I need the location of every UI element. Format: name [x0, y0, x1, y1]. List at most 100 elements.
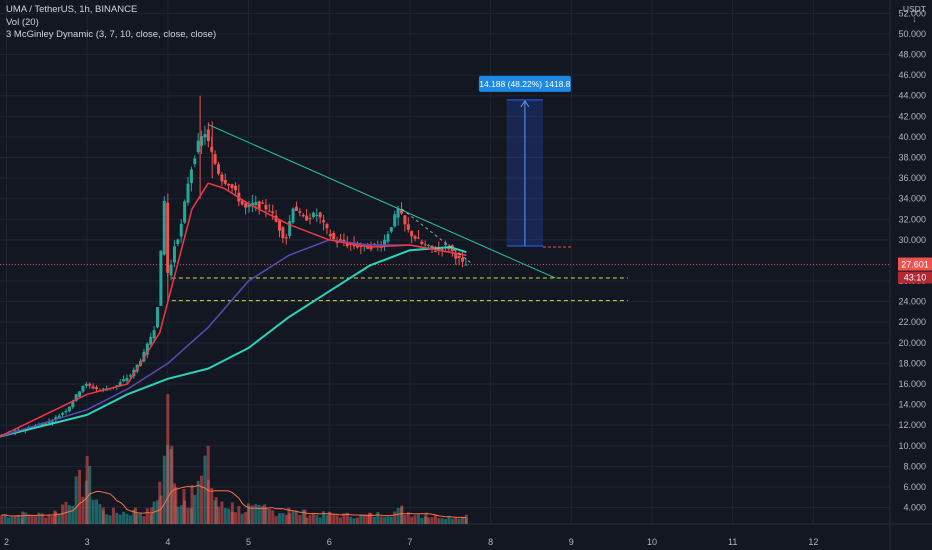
candle-body — [264, 204, 268, 210]
volume-bar — [261, 505, 265, 524]
time-axis[interactable]: 2 3 4 5 6 7 8 9 10 11 12 — [4, 537, 818, 547]
x-tick-label: 10 — [647, 537, 657, 547]
volume-bar — [424, 512, 428, 524]
candle-body — [294, 206, 298, 211]
x-tick-label: 8 — [488, 537, 493, 547]
volume-bar — [335, 515, 339, 524]
volume-bar — [433, 514, 437, 524]
volume-bar — [21, 511, 25, 524]
candle-body — [152, 330, 156, 339]
candle-body — [335, 241, 339, 243]
y-tick-label: 32.000 — [898, 214, 926, 224]
candle-body — [128, 375, 132, 377]
x-tick-label: 7 — [407, 537, 412, 547]
volume-bar — [311, 513, 315, 524]
volume-bar — [34, 516, 38, 524]
candle-body — [400, 209, 404, 214]
candle-body — [217, 164, 221, 174]
volume-bar — [85, 456, 89, 524]
volume-bar — [267, 508, 271, 524]
candle-body — [91, 386, 95, 389]
volume-bar — [274, 516, 278, 524]
last-price-tag — [898, 257, 932, 271]
volume-bar — [376, 512, 380, 524]
volume-bar — [170, 445, 174, 524]
candle-body — [71, 401, 75, 408]
candle-body — [267, 210, 271, 212]
candle-body — [393, 214, 397, 227]
y-tick-label: 4.000 — [903, 503, 926, 513]
volume-bar — [30, 515, 34, 524]
volume-bar — [0, 515, 4, 524]
volume-bar — [413, 515, 417, 524]
candle-body — [50, 421, 54, 423]
chart-legend: UMA / TetherUS, 1h, BINANCE Vol (20) 3 M… — [6, 4, 216, 42]
candle-body — [339, 239, 343, 241]
volume-bar — [366, 514, 370, 524]
candle-body — [240, 200, 244, 205]
volume-bar — [78, 469, 82, 524]
volume-bar — [135, 513, 139, 524]
x-tick-label: 9 — [569, 537, 574, 547]
price-axis[interactable]: 4.000 6.000 8.000 10.000 12.000 14.000 16.000 1… — [898, 8, 926, 512]
candle-body — [183, 201, 187, 223]
candle-body — [227, 184, 231, 186]
volume-bar — [139, 513, 143, 524]
symbol-legend[interactable]: UMA / TetherUS, 1h, BINANCE — [6, 4, 138, 15]
volume-bar — [74, 476, 78, 524]
candle-body — [372, 243, 376, 245]
candle-body — [176, 239, 180, 244]
volume-bar — [244, 512, 248, 524]
volume-bar — [6, 517, 10, 524]
volume-bar — [368, 512, 372, 524]
volume-bar — [287, 507, 291, 524]
volume-bar — [410, 516, 414, 524]
candle-body — [88, 383, 92, 386]
candle-body — [278, 220, 282, 231]
measure-label-box — [478, 75, 571, 92]
currency-label[interactable]: USDT ↓ — [903, 4, 926, 24]
candle-body — [311, 212, 315, 218]
candle-body — [383, 239, 387, 247]
candle-body — [308, 218, 312, 220]
price-tags: 27.601 43:10 — [898, 257, 932, 284]
measure-label: 14.188 (48.22%) 1418.8 — [479, 79, 570, 89]
candle-body — [230, 184, 234, 189]
volume-bar — [406, 512, 410, 524]
volume-bar — [440, 518, 444, 524]
y-tick-label: 18.000 — [898, 358, 926, 368]
candle-body — [254, 202, 258, 206]
y-tick-label: 30.000 — [898, 235, 926, 245]
candle-body — [40, 423, 44, 426]
volume-bar — [308, 514, 312, 524]
candle-body — [125, 378, 129, 381]
candle-body — [193, 158, 197, 165]
volume-bar — [318, 517, 322, 524]
volume-bar — [386, 516, 390, 524]
volume-bar — [111, 507, 115, 524]
x-tick-label: 5 — [246, 537, 251, 547]
volume-bar — [349, 516, 353, 524]
candle-body — [440, 248, 444, 250]
volume-bars — [0, 394, 468, 524]
volume-legend[interactable]: Vol (20) — [6, 16, 39, 28]
volume-bar — [372, 516, 376, 524]
y-tick-label: 36.000 — [898, 173, 926, 183]
volume-bar — [379, 516, 383, 524]
indicator-legend[interactable]: 3 McGinley Dynamic (3, 7, 10, close, clo… — [6, 29, 217, 40]
volume-bar — [254, 504, 258, 524]
candle-body — [233, 185, 237, 191]
volume-bar — [13, 515, 17, 524]
x-tick-label: 11 — [728, 537, 737, 547]
currency-arrow-icon: ↓ — [912, 14, 917, 24]
volume-bar — [427, 517, 431, 524]
candle-body — [410, 231, 414, 237]
volume-bar — [186, 507, 190, 524]
volume-bar — [383, 517, 387, 524]
volume-bar — [305, 517, 309, 524]
mcginley-slow-line — [0, 246, 467, 438]
candle-body — [122, 379, 126, 382]
volume-bar — [233, 512, 237, 524]
volume-bar — [352, 518, 356, 524]
